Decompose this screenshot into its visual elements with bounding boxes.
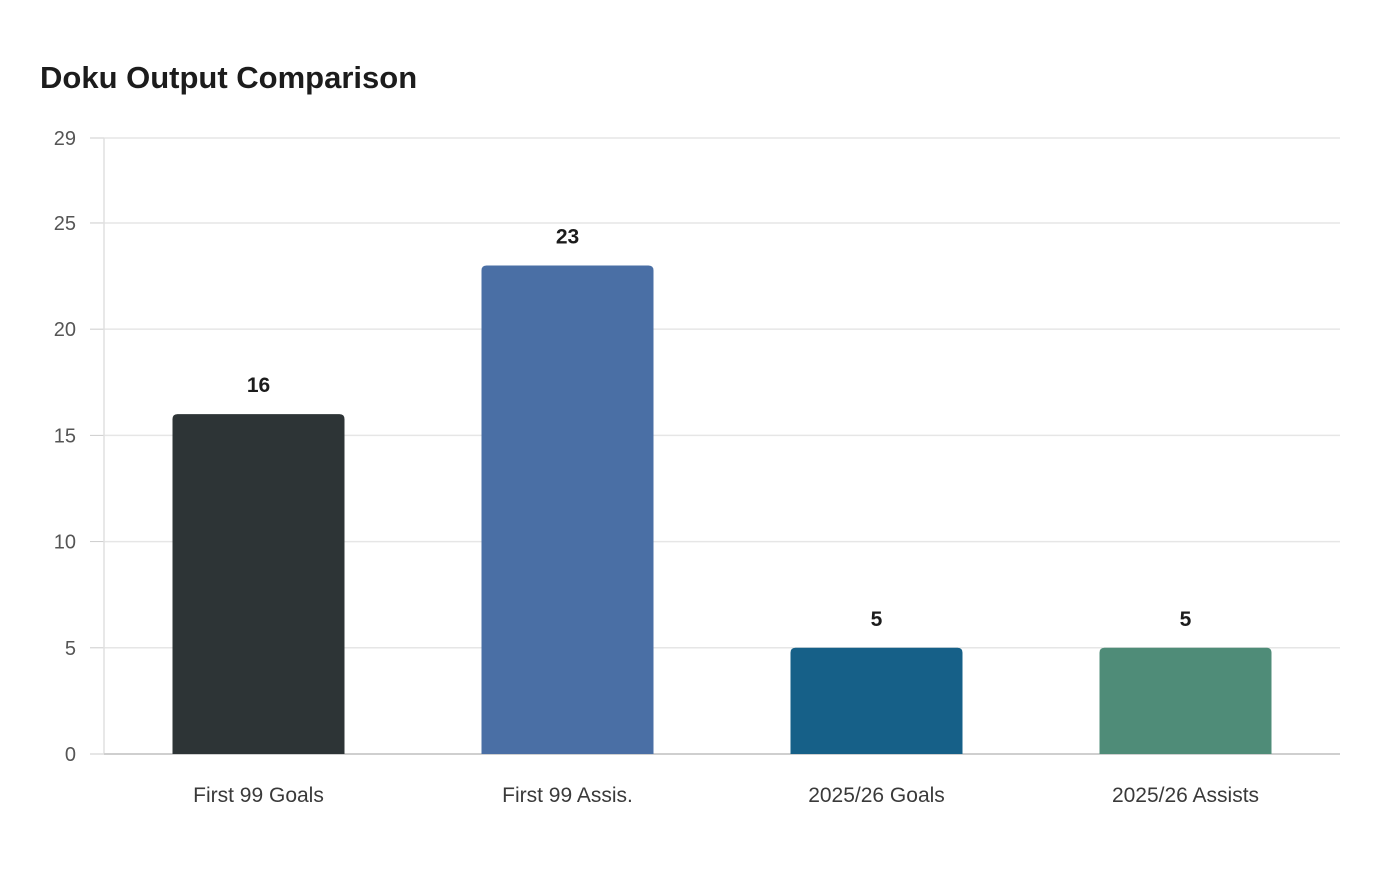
bar (1099, 647, 1272, 754)
y-tick-label: 0 (65, 744, 76, 766)
bar-value-label: 16 (247, 374, 270, 397)
chart-title: Doku Output Comparison (40, 60, 418, 95)
y-tick-label: 5 (65, 638, 76, 660)
bars (172, 265, 1272, 754)
bar-value-label: 5 (1180, 608, 1192, 631)
y-tick-label: 15 (54, 425, 76, 447)
x-category-label: First 99 Assis. (502, 784, 633, 807)
data-labels: 16 First 99 Goals 23 First 99 Assis. 5 2025/2… (193, 225, 1259, 807)
bar-value-label: 5 (871, 608, 883, 631)
x-category-label: First 99 Goals (193, 784, 324, 807)
y-tick-label: 20 (54, 319, 76, 341)
x-category-label: 2025/26 Goals (808, 784, 945, 807)
x-category-label: 2025/26 Assists (1112, 784, 1259, 807)
bar (790, 647, 963, 754)
y-tick-label: 10 (54, 532, 76, 554)
bar (481, 265, 654, 754)
bar-value-label: 23 (556, 225, 579, 248)
bar (172, 414, 345, 754)
y-tick-label: 25 (54, 213, 76, 235)
y-tick-label: 29 (54, 128, 76, 150)
